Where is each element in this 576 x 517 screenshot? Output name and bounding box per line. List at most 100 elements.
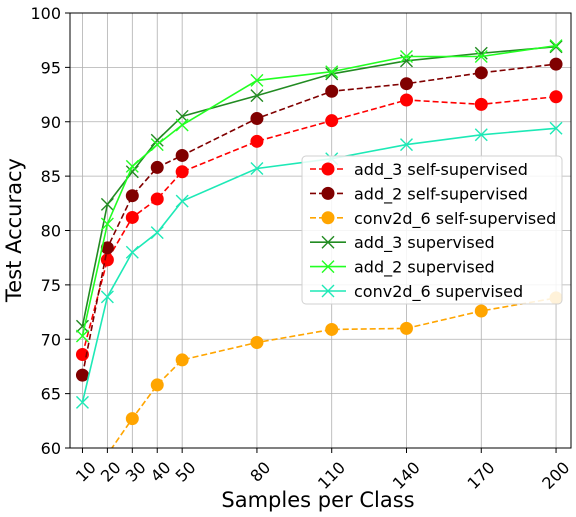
x-tick-label: 50: [172, 458, 200, 486]
data-point: [325, 67, 339, 81]
data-point: [75, 395, 89, 409]
data-point: [250, 162, 264, 176]
legend-label: add_3 self-supervised: [354, 160, 528, 180]
data-point: [150, 160, 164, 174]
y-tick-label: 95: [41, 58, 61, 77]
data-point: [100, 253, 114, 267]
data-point: [549, 39, 563, 53]
data-point: [150, 138, 164, 152]
data-point: [325, 114, 339, 128]
legend-item: conv2d_6 supervised: [310, 282, 523, 302]
data-point: [325, 322, 339, 336]
data-point: [125, 189, 139, 203]
legend-item: conv2d_6 self-supervised: [310, 209, 556, 229]
legend-label: conv2d_6 self-supervised: [354, 209, 556, 229]
x-tick-label: 40: [147, 458, 175, 486]
data-point: [100, 197, 114, 211]
legend-item: add_2 self-supervised: [310, 184, 528, 204]
x-tick-label: 200: [538, 458, 573, 493]
data-point: [549, 57, 563, 71]
series-line: [81, 95, 557, 355]
data-point: [474, 128, 488, 142]
data-point: [75, 319, 89, 333]
legend-label: conv2d_6 supervised: [354, 282, 523, 302]
data-point: [474, 97, 488, 111]
data-point: [150, 378, 164, 392]
data-point: [549, 40, 563, 54]
data-point: [474, 50, 488, 63]
data-point: [150, 192, 164, 206]
x-tick-label: 20: [97, 458, 125, 486]
data-point: [75, 347, 89, 361]
data-point: [175, 118, 189, 132]
data-point: [125, 210, 139, 224]
data-point: [100, 217, 114, 231]
series-line: [110, 297, 557, 448]
series-3: [110, 291, 563, 448]
data-point: [549, 121, 563, 135]
legend-label: add_2 supervised: [354, 258, 495, 278]
legend-item: add_3 self-supervised: [310, 160, 528, 180]
data-point: [399, 321, 413, 335]
series-line: [81, 44, 557, 337]
legend-label: add_3 supervised: [354, 233, 495, 253]
legend-item: add_3 supervised: [310, 233, 495, 253]
data-point: [75, 368, 89, 382]
y-tick-label: 65: [41, 385, 61, 404]
data-point: [250, 134, 264, 148]
data-point: [150, 226, 164, 240]
data-point: [250, 89, 264, 103]
legend-label: add_2 self-supervised: [354, 184, 528, 204]
y-tick-label: 60: [41, 439, 61, 458]
data-point: [250, 111, 264, 125]
legend-marker: [321, 211, 335, 225]
legend-marker: [321, 162, 335, 176]
data-point: [399, 138, 413, 152]
legend-marker: [321, 235, 335, 249]
x-tick-label: 80: [246, 458, 274, 486]
series-1: [75, 90, 563, 361]
data-point: [150, 133, 164, 147]
y-tick-label: 80: [41, 222, 61, 241]
y-tick-label: 85: [41, 167, 61, 186]
data-point: [125, 412, 139, 426]
data-point: [474, 304, 488, 318]
data-point: [474, 66, 488, 80]
series-2: [75, 57, 563, 382]
data-point: [325, 84, 339, 98]
data-point: [250, 73, 264, 87]
y-axis-label: Test Accuracy: [2, 158, 26, 303]
legend: add_3 self-supervised add_2 self-supervis…: [301, 155, 563, 305]
x-tick-label: 10: [72, 458, 100, 486]
x-tick-label: 170: [464, 458, 499, 493]
data-point: [125, 159, 139, 173]
data-point: [175, 165, 189, 179]
data-point: [399, 77, 413, 91]
x-axis-label: Samples per Class: [221, 488, 414, 512]
data-point: [399, 93, 413, 107]
data-point: [175, 194, 189, 208]
legend-item: add_2 supervised: [310, 258, 495, 278]
series-line: [81, 63, 557, 376]
data-point: [175, 353, 189, 367]
legend-marker: [321, 260, 335, 274]
series-5: [75, 39, 563, 343]
y-tick-label: 75: [41, 276, 61, 295]
x-tick-label: 30: [122, 458, 150, 486]
data-point: [325, 65, 339, 79]
y-tick-label: 90: [41, 113, 61, 132]
data-point: [399, 50, 413, 63]
data-point: [250, 336, 264, 350]
data-point: [175, 148, 189, 162]
legend-box: [301, 155, 563, 305]
data-point: [75, 329, 89, 343]
legend-marker: [321, 284, 335, 298]
y-tick-label: 100: [30, 4, 61, 23]
data-point: [125, 245, 139, 259]
data-point: [549, 90, 563, 104]
data-point: [100, 290, 114, 304]
series-line: [81, 127, 557, 403]
y-axis-ticks: 60 65 70 75 80 85 90 95 100: [30, 4, 70, 458]
